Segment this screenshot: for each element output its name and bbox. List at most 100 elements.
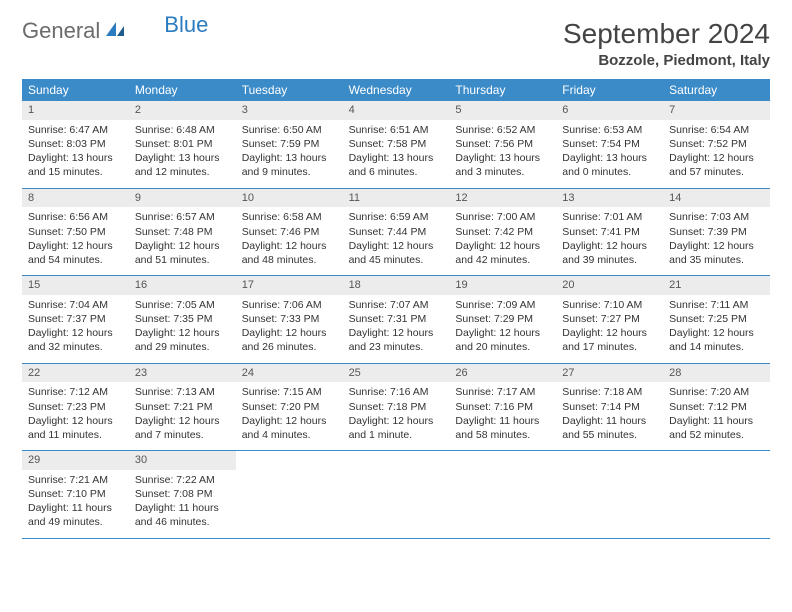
sunset-line: Sunset: 7:41 PM — [562, 225, 657, 239]
daylight-line: Daylight: 12 hours and 54 minutes. — [28, 239, 123, 267]
daylight-line: Daylight: 11 hours and 49 minutes. — [28, 501, 123, 529]
day-content: Sunrise: 6:56 AMSunset: 7:50 PMDaylight:… — [22, 207, 129, 275]
daylight-line: Daylight: 12 hours and 45 minutes. — [349, 239, 444, 267]
sunrise-line: Sunrise: 7:10 AM — [562, 298, 657, 312]
day-cell — [663, 451, 770, 538]
day-number: 23 — [129, 364, 236, 383]
day-cell — [236, 451, 343, 538]
sunset-line: Sunset: 7:25 PM — [669, 312, 764, 326]
day-cell: 7Sunrise: 6:54 AMSunset: 7:52 PMDaylight… — [663, 101, 770, 188]
day-content: Sunrise: 7:13 AMSunset: 7:21 PMDaylight:… — [129, 382, 236, 450]
day-number: 15 — [22, 276, 129, 295]
day-cell: 25Sunrise: 7:16 AMSunset: 7:18 PMDayligh… — [343, 364, 450, 451]
daylight-line: Daylight: 12 hours and 7 minutes. — [135, 414, 230, 442]
day-number: 26 — [449, 364, 556, 383]
sunrise-line: Sunrise: 7:13 AM — [135, 385, 230, 399]
day-cell: 24Sunrise: 7:15 AMSunset: 7:20 PMDayligh… — [236, 364, 343, 451]
day-cell: 20Sunrise: 7:10 AMSunset: 7:27 PMDayligh… — [556, 276, 663, 363]
sunrise-line: Sunrise: 7:17 AM — [455, 385, 550, 399]
sunrise-line: Sunrise: 6:52 AM — [455, 123, 550, 137]
sunrise-line: Sunrise: 7:21 AM — [28, 473, 123, 487]
day-number: 20 — [556, 276, 663, 295]
day-cell: 14Sunrise: 7:03 AMSunset: 7:39 PMDayligh… — [663, 189, 770, 276]
sunrise-line: Sunrise: 7:22 AM — [135, 473, 230, 487]
sunset-line: Sunset: 7:14 PM — [562, 400, 657, 414]
sunset-line: Sunset: 8:03 PM — [28, 137, 123, 151]
day-cell: 12Sunrise: 7:00 AMSunset: 7:42 PMDayligh… — [449, 189, 556, 276]
day-content: Sunrise: 7:05 AMSunset: 7:35 PMDaylight:… — [129, 295, 236, 363]
sunrise-line: Sunrise: 6:57 AM — [135, 210, 230, 224]
day-cell: 4Sunrise: 6:51 AMSunset: 7:58 PMDaylight… — [343, 101, 450, 188]
sunset-line: Sunset: 7:31 PM — [349, 312, 444, 326]
day-cell: 30Sunrise: 7:22 AMSunset: 7:08 PMDayligh… — [129, 451, 236, 538]
week-row: 1Sunrise: 6:47 AMSunset: 8:03 PMDaylight… — [22, 101, 770, 189]
day-content: Sunrise: 6:53 AMSunset: 7:54 PMDaylight:… — [556, 120, 663, 188]
sunset-line: Sunset: 7:44 PM — [349, 225, 444, 239]
daylight-line: Daylight: 12 hours and 17 minutes. — [562, 326, 657, 354]
sunset-line: Sunset: 7:46 PM — [242, 225, 337, 239]
sunset-line: Sunset: 7:52 PM — [669, 137, 764, 151]
sunrise-line: Sunrise: 7:20 AM — [669, 385, 764, 399]
day-content: Sunrise: 7:06 AMSunset: 7:33 PMDaylight:… — [236, 295, 343, 363]
daylight-line: Daylight: 12 hours and 23 minutes. — [349, 326, 444, 354]
daylight-line: Daylight: 11 hours and 52 minutes. — [669, 414, 764, 442]
weekday-header: Wednesday — [343, 79, 450, 101]
daylight-line: Daylight: 12 hours and 51 minutes. — [135, 239, 230, 267]
day-content — [449, 455, 556, 466]
sunrise-line: Sunrise: 6:54 AM — [669, 123, 764, 137]
sunset-line: Sunset: 7:08 PM — [135, 487, 230, 501]
day-content: Sunrise: 6:58 AMSunset: 7:46 PMDaylight:… — [236, 207, 343, 275]
sunrise-line: Sunrise: 7:07 AM — [349, 298, 444, 312]
daylight-line: Daylight: 13 hours and 3 minutes. — [455, 151, 550, 179]
sunrise-line: Sunrise: 7:04 AM — [28, 298, 123, 312]
sunrise-line: Sunrise: 7:12 AM — [28, 385, 123, 399]
day-number: 25 — [343, 364, 450, 383]
sunset-line: Sunset: 7:58 PM — [349, 137, 444, 151]
sunrise-line: Sunrise: 7:16 AM — [349, 385, 444, 399]
weekday-header-row: SundayMondayTuesdayWednesdayThursdayFrid… — [22, 79, 770, 101]
daylight-line: Daylight: 12 hours and 26 minutes. — [242, 326, 337, 354]
day-content — [663, 455, 770, 466]
day-cell: 13Sunrise: 7:01 AMSunset: 7:41 PMDayligh… — [556, 189, 663, 276]
sunrise-line: Sunrise: 7:06 AM — [242, 298, 337, 312]
day-cell: 17Sunrise: 7:06 AMSunset: 7:33 PMDayligh… — [236, 276, 343, 363]
day-content: Sunrise: 6:47 AMSunset: 8:03 PMDaylight:… — [22, 120, 129, 188]
day-number: 6 — [556, 101, 663, 120]
daylight-line: Daylight: 12 hours and 20 minutes. — [455, 326, 550, 354]
sunrise-line: Sunrise: 7:11 AM — [669, 298, 764, 312]
day-number: 12 — [449, 189, 556, 208]
daylight-line: Daylight: 12 hours and 39 minutes. — [562, 239, 657, 267]
daylight-line: Daylight: 12 hours and 32 minutes. — [28, 326, 123, 354]
sunset-line: Sunset: 7:37 PM — [28, 312, 123, 326]
sunrise-line: Sunrise: 7:15 AM — [242, 385, 337, 399]
daylight-line: Daylight: 13 hours and 12 minutes. — [135, 151, 230, 179]
daylight-line: Daylight: 12 hours and 42 minutes. — [455, 239, 550, 267]
day-number: 18 — [343, 276, 450, 295]
weekday-header: Saturday — [663, 79, 770, 101]
day-cell: 26Sunrise: 7:17 AMSunset: 7:16 PMDayligh… — [449, 364, 556, 451]
day-cell: 23Sunrise: 7:13 AMSunset: 7:21 PMDayligh… — [129, 364, 236, 451]
sunrise-line: Sunrise: 6:50 AM — [242, 123, 337, 137]
day-content: Sunrise: 6:57 AMSunset: 7:48 PMDaylight:… — [129, 207, 236, 275]
day-content: Sunrise: 7:01 AMSunset: 7:41 PMDaylight:… — [556, 207, 663, 275]
sunrise-line: Sunrise: 7:18 AM — [562, 385, 657, 399]
week-row: 22Sunrise: 7:12 AMSunset: 7:23 PMDayligh… — [22, 364, 770, 452]
sunset-line: Sunset: 7:33 PM — [242, 312, 337, 326]
sunrise-line: Sunrise: 6:59 AM — [349, 210, 444, 224]
sunrise-line: Sunrise: 7:03 AM — [669, 210, 764, 224]
daylight-line: Daylight: 12 hours and 4 minutes. — [242, 414, 337, 442]
day-number: 24 — [236, 364, 343, 383]
day-number: 9 — [129, 189, 236, 208]
day-content: Sunrise: 7:09 AMSunset: 7:29 PMDaylight:… — [449, 295, 556, 363]
day-number: 30 — [129, 451, 236, 470]
daylight-line: Daylight: 13 hours and 6 minutes. — [349, 151, 444, 179]
day-number: 19 — [449, 276, 556, 295]
week-row: 8Sunrise: 6:56 AMSunset: 7:50 PMDaylight… — [22, 189, 770, 277]
day-content: Sunrise: 7:22 AMSunset: 7:08 PMDaylight:… — [129, 470, 236, 538]
day-content — [343, 455, 450, 466]
sunset-line: Sunset: 8:01 PM — [135, 137, 230, 151]
day-cell: 15 Sunrise: 7:04 AMSunset: 7:37 PMDayligh… — [22, 276, 129, 363]
day-content: Sunrise: 7:21 AMSunset: 7:10 PMDaylight:… — [22, 470, 129, 538]
day-content: Sunrise: 7:07 AMSunset: 7:31 PMDaylight:… — [343, 295, 450, 363]
day-number: 1 — [22, 101, 129, 120]
